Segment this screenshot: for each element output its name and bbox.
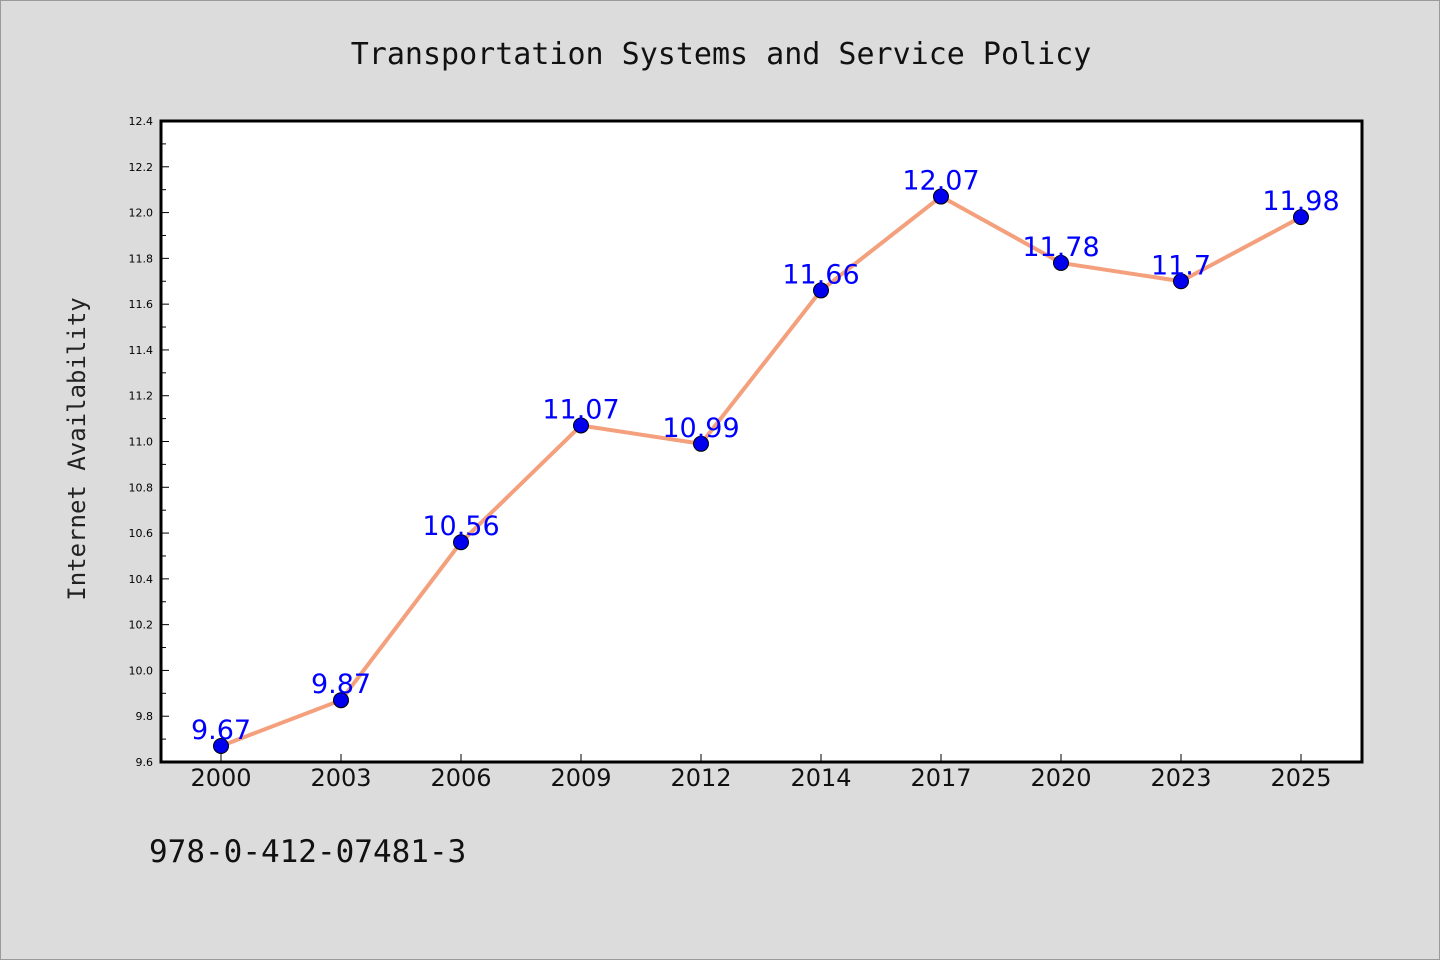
data-label: 11.78 xyxy=(1022,232,1099,263)
x-tick-label: 2023 xyxy=(1150,764,1211,792)
x-axis: 2000 2003 2006 2009 2012 2014 2017 2020 2023 2025 xyxy=(190,754,1332,792)
data-label: 11.98 xyxy=(1262,186,1339,217)
data-point xyxy=(213,737,229,754)
x-tick-label: 2009 xyxy=(550,764,611,792)
data-point xyxy=(813,282,829,299)
data-label: 12.07 xyxy=(902,166,979,197)
isbn-identifier: 978-0-412-07481-3 xyxy=(149,834,467,870)
y-tick-label: 11.2 xyxy=(129,390,154,403)
data-label: 9.87 xyxy=(311,669,371,700)
y-tick-label: 10.4 xyxy=(129,573,154,586)
y-axis: 9.6 9.8 10.0 10.2 10.4 10.6 10.8 11.0 11.2 11.4 11… xyxy=(129,115,169,769)
series-layer xyxy=(213,188,1309,754)
data-label: 10.56 xyxy=(422,511,499,542)
y-tick-label: 12.2 xyxy=(129,161,154,174)
data-label: 9.67 xyxy=(191,715,251,746)
x-tick-label: 2006 xyxy=(430,764,491,792)
series-line xyxy=(219,194,1303,748)
y-tick-label: 10.6 xyxy=(129,527,154,540)
data-label-layer: 9.67 9.87 10.56 11.07 10.99 11.66 12.07 11.78 11… xyxy=(191,166,1340,746)
data-point xyxy=(933,188,949,205)
data-point xyxy=(693,435,709,452)
data-label: 11.07 xyxy=(542,394,619,425)
y-tick-label: 10.8 xyxy=(129,481,154,494)
plot-area xyxy=(159,119,1364,764)
y-tick-label: 12.4 xyxy=(129,115,154,128)
data-label: 11.66 xyxy=(782,259,859,290)
y-tick-label: 10.2 xyxy=(129,619,154,632)
y-tick-label: 12.0 xyxy=(129,207,154,220)
y-tick-label: 11.8 xyxy=(129,252,154,265)
data-point xyxy=(453,534,469,551)
y-tick-label: 9.8 xyxy=(136,710,154,723)
y-tick-label: 11.0 xyxy=(129,436,154,449)
x-tick-label: 2014 xyxy=(790,764,851,792)
y-axis-label: Internet Availability xyxy=(63,297,91,600)
x-tick-label: 2012 xyxy=(670,764,731,792)
x-tick-label: 2017 xyxy=(910,764,971,792)
data-point xyxy=(1173,273,1189,290)
chart-title: Transportation Systems and Service Polic… xyxy=(351,37,1092,72)
y-tick-label: 10.0 xyxy=(129,664,154,677)
x-tick-label: 2020 xyxy=(1030,764,1091,792)
data-point xyxy=(1053,254,1069,271)
x-tick-label: 2000 xyxy=(190,764,251,792)
x-tick-label: 2003 xyxy=(310,764,371,792)
y-tick-label: 11.6 xyxy=(129,298,154,311)
data-label: 11.7 xyxy=(1151,250,1211,281)
data-point xyxy=(573,417,589,434)
data-point xyxy=(333,692,349,709)
y-tick-label: 11.4 xyxy=(129,344,154,357)
data-label: 10.99 xyxy=(662,413,739,444)
y-tick-label: 9.6 xyxy=(136,756,154,769)
data-point xyxy=(1293,209,1309,226)
x-tick-label: 2025 xyxy=(1270,764,1331,792)
